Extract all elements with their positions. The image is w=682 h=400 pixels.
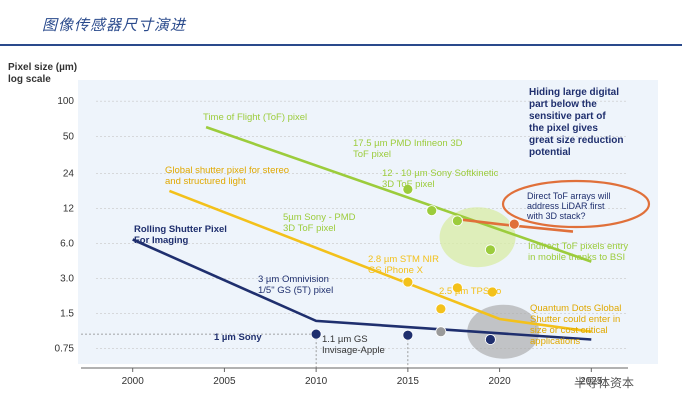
- point-label-sony-softkinetic: 12 - 10 µm Sony Softkinetic 3D ToF pixel: [382, 168, 499, 190]
- annotation-hiding: Hiding large digital part below the sensit…: [529, 87, 623, 158]
- annotation-direct-tof: Direct ToF arrays will address LiDAR firs…: [526, 191, 610, 221]
- data-point: [435, 303, 447, 315]
- plot-background: [78, 80, 658, 364]
- y-tick-label: 50: [63, 131, 75, 142]
- series-line: [205, 125, 592, 263]
- data-point: [402, 183, 414, 195]
- data-point: [451, 282, 463, 294]
- data-point: [485, 244, 496, 256]
- text-labels: Time of Flight (ToF) pixel Global shutter…: [134, 87, 651, 356]
- y-tick-label: 3.0: [60, 274, 74, 285]
- x-tick-label: 2025: [580, 376, 603, 387]
- series-line: [168, 189, 592, 333]
- y-axis-scale-label: log scale: [8, 74, 51, 85]
- series-line: [462, 218, 574, 233]
- data-point: [435, 326, 447, 338]
- point-label-pmd-infineon: 17.5 µm PMD Infineon 3D ToF pixel: [353, 138, 463, 160]
- tof-highlight-blob: [439, 207, 516, 268]
- y-axis-label: Pixel size (µm): [8, 62, 77, 73]
- series-label-rolling-shutter: Rolling Shutter Pixel For Imaging: [134, 224, 227, 246]
- x-tick-label: 2020: [488, 376, 511, 387]
- x-tick-label: 2000: [122, 376, 145, 387]
- data-point: [485, 334, 496, 345]
- series-line: [132, 238, 592, 341]
- point-label-omnivision: 3 µm Omnivision 1/5" GS (5T) pixel: [258, 274, 333, 296]
- direct-tof-callout-ring: [501, 179, 651, 229]
- data-point: [508, 218, 520, 230]
- data-point: [451, 215, 463, 227]
- header-divider: [0, 44, 682, 46]
- point-label-tpsco: 2.5 µm TPSCo: [439, 286, 501, 297]
- y-tick-label: 0.75: [55, 344, 75, 355]
- data-point: [402, 329, 414, 341]
- data-point: [426, 205, 438, 217]
- y-tick-label: 1.5: [60, 309, 74, 320]
- series-label-tof: Time of Flight (ToF) pixel: [203, 112, 307, 123]
- watermark: 半导体资本: [574, 376, 635, 390]
- y-tick-label: 12: [63, 203, 75, 214]
- y-tick-label: 100: [57, 96, 74, 107]
- x-tick-label: 2010: [305, 376, 328, 387]
- point-label-invisage: 1.1 µm GS Invisage-Apple: [322, 334, 385, 356]
- point-label-sony-pmd: 5µm Sony - PMD 3D ToF pixel: [283, 212, 356, 234]
- point-label-sony-1um: 1 µm Sony: [214, 332, 262, 343]
- x-tick-label: 2015: [397, 376, 420, 387]
- quantum-dot-highlight-blob: [467, 304, 540, 359]
- point-label-stm: 2.8 µm STM NIR GS iPhone X: [368, 254, 439, 276]
- series-label-global-shutter: Global shutter pixel for stereo and struc…: [165, 165, 289, 187]
- data-point: [310, 328, 322, 340]
- annotation-quantum-dots: Quantum Dots Global Shutter could enter i…: [530, 303, 621, 347]
- data-points: [310, 183, 520, 345]
- y-tick-label: 24: [63, 168, 75, 179]
- series-lines: [132, 125, 592, 341]
- axes: 100 50 24 12 6.0 3.0 1.5 0.75 2000 2005 2010 2015 20…: [8, 62, 628, 387]
- page-title: 图像传感器尺寸演进: [42, 16, 187, 34]
- y-tick-label: 6.0: [60, 239, 74, 250]
- data-point: [402, 276, 414, 288]
- grid-lines: [81, 100, 628, 368]
- data-point: [486, 286, 498, 298]
- x-tick-label: 2005: [213, 376, 236, 387]
- annotation-indirect-tof: Indirect ToF pixels entry in mobile thank…: [528, 241, 628, 263]
